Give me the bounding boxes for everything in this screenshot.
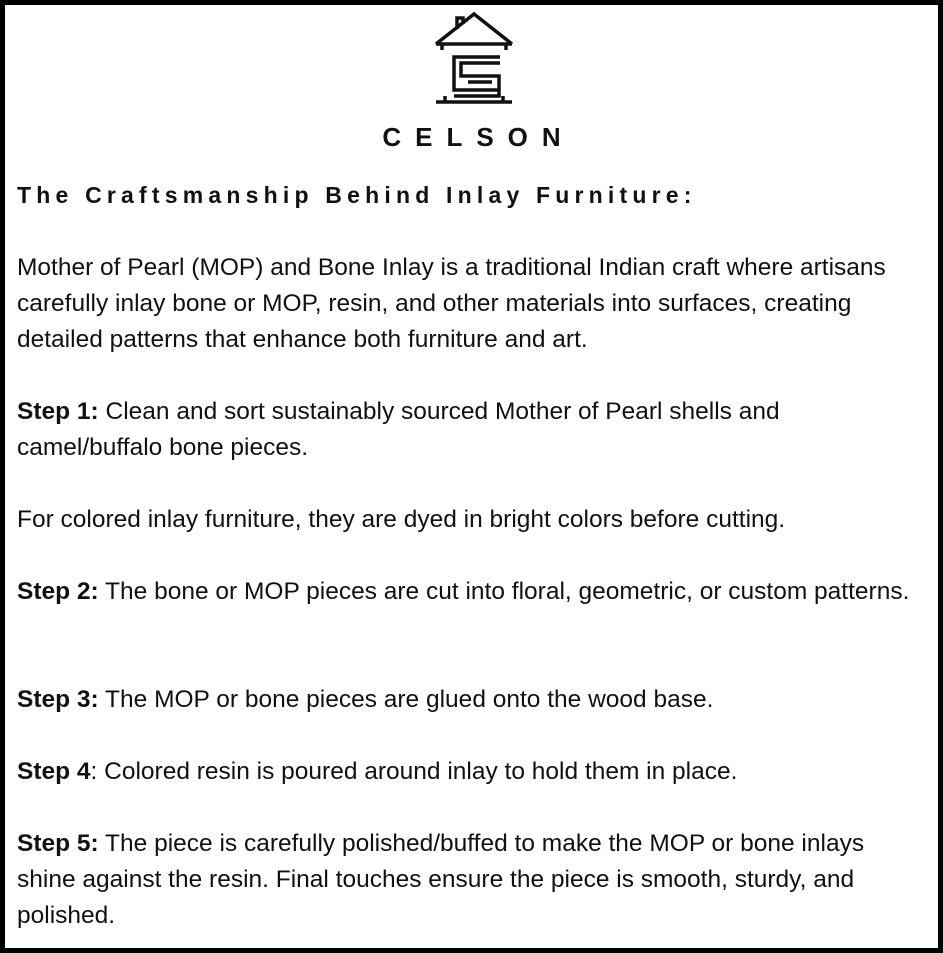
dye-note: For colored inlay furniture, they are dy… (17, 502, 927, 538)
brand-name: CELSON (382, 122, 575, 152)
step-label: Step 2: (17, 578, 99, 605)
step-3: Step 3: The MOP or bone pieces are glued… (17, 682, 927, 718)
step-label: Step 4 (17, 758, 91, 785)
step-4: Step 4: Colored resin is poured around i… (17, 754, 927, 790)
page-title: The Craftsmanship Behind Inlay Furniture… (17, 182, 697, 208)
step-text: : Colored resin is poured around inlay t… (90, 758, 738, 785)
step-2: Step 2: The bone or MOP pieces are cut i… (17, 574, 927, 610)
step-label: Step 3: (17, 686, 99, 713)
step-5: Step 5: The piece is carefully polished/… (17, 826, 927, 934)
step-text: For colored inlay furniture, they are dy… (17, 506, 786, 533)
step-label: Step 5: (17, 830, 99, 857)
house-logo-icon (434, 11, 514, 104)
step-text: The piece is carefully polished/buffed t… (17, 830, 865, 929)
step-text: The bone or MOP pieces are cut into flor… (98, 578, 910, 605)
step-text: Clean and sort sustainably sourced Mothe… (17, 398, 780, 461)
intro-paragraph: Mother of Pearl (MOP) and Bone Inlay is … (17, 254, 886, 353)
step-text: The MOP or bone pieces are glued onto th… (98, 686, 714, 713)
step-1: Step 1: Clean and sort sustainably sourc… (17, 394, 927, 466)
step-label: Step 1: (17, 398, 99, 425)
